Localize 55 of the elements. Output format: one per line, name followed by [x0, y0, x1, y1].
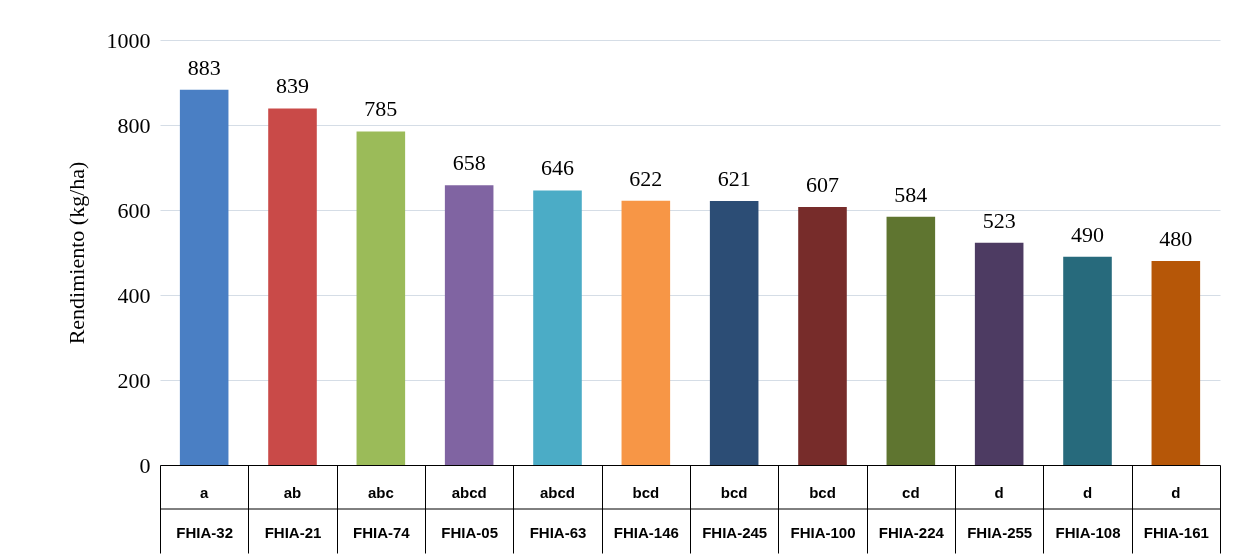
x-tick-label: FHIA-05 [441, 523, 499, 541]
bar [356, 131, 406, 465]
data-label: 839 [276, 73, 309, 99]
bar [1151, 261, 1201, 465]
y-axis-title: Rendimiento (kg/ha) [63, 161, 89, 345]
data-label: 584 [894, 181, 928, 207]
bar [798, 207, 847, 465]
data-label: 523 [982, 207, 1016, 233]
text: bcd [720, 484, 748, 501]
x-tick-label: FHIA-224 [878, 523, 945, 541]
bar [886, 216, 936, 465]
y-tick-label: 1000 [106, 27, 151, 53]
data-label: 646 [541, 155, 574, 181]
x-tick-label: FHIA-161 [1143, 523, 1209, 541]
data-label: 658 [452, 150, 486, 176]
text: bcd [809, 484, 836, 501]
bar [179, 89, 229, 465]
bar [1063, 256, 1112, 465]
bar [621, 200, 671, 465]
text: d [1082, 484, 1093, 501]
text: abcd [539, 484, 576, 501]
data-label: 480 [1159, 226, 1193, 251]
data-label: 490 [1071, 221, 1104, 247]
bar [533, 190, 582, 465]
x-tick-label: FHIA-108 [1055, 523, 1121, 541]
y-tick-label: 400 [117, 282, 151, 308]
bar [974, 242, 1024, 465]
x-tick-label: FHIA-100 [790, 523, 856, 541]
x-tick-label: FHIA-63 [529, 523, 587, 541]
x-tick-label: FHIA-255 [967, 523, 1033, 541]
data-label: 607 [806, 172, 839, 198]
x-tick-label: FHIA-146 [613, 523, 679, 541]
bar [709, 201, 759, 465]
data-label: 883 [187, 54, 221, 80]
data-label: 621 [717, 166, 751, 192]
y-tick-label: 200 [117, 367, 151, 393]
text: abc [367, 484, 394, 501]
y-tick-label: 0 [139, 452, 151, 478]
text: ab [283, 484, 302, 501]
y-tick-label: 800 [117, 112, 151, 138]
bar [444, 185, 494, 465]
x-tick-label: FHIA-245 [702, 523, 768, 541]
x-tick-label: FHIA-74 [352, 523, 411, 541]
x-tick-label: FHIA-21 [264, 523, 322, 541]
x-tick-label: FHIA-32 [176, 523, 234, 541]
data-label: 622 [629, 165, 663, 191]
text: a [199, 484, 209, 501]
text: abcd [451, 484, 487, 501]
text: bcd [632, 484, 660, 501]
bar [268, 108, 317, 465]
text: cd [902, 484, 920, 501]
text: d [1171, 484, 1181, 501]
data-label: 785 [364, 96, 398, 122]
y-tick-label: 600 [117, 197, 151, 223]
text: d [994, 484, 1004, 501]
